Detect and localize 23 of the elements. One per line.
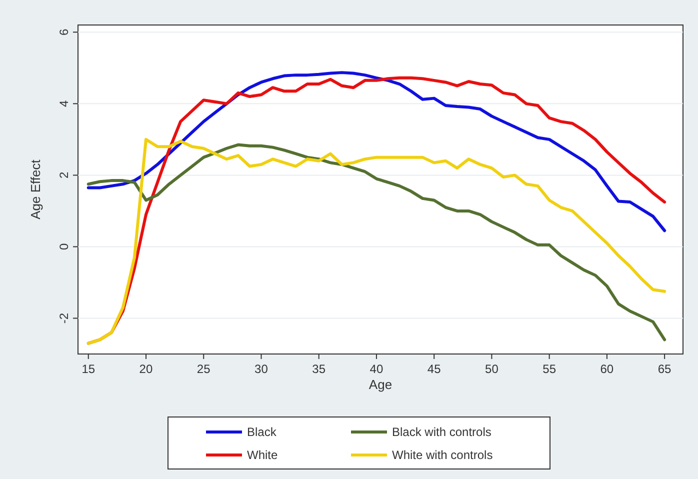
x-axis-title: Age: [368, 377, 392, 392]
legend-label: White with controls: [392, 448, 493, 462]
line-series: [86, 71, 666, 232]
legend-label: Black with controls: [392, 425, 492, 439]
x-tick-label: 30: [254, 362, 268, 376]
y-tick-label: 0: [57, 243, 71, 250]
x-tick-label: 65: [658, 362, 672, 376]
y-tick-label: 6: [57, 28, 71, 36]
x-tick-label: 35: [312, 362, 326, 376]
x-tick-label: 55: [542, 362, 556, 376]
legend-label: Black: [247, 425, 278, 439]
y-tick-label: 4: [57, 100, 71, 108]
y-tick-label: -2: [57, 312, 71, 324]
y-axis-title: Age Effect: [28, 159, 43, 220]
x-tick-label: 60: [600, 362, 614, 376]
x-tick-label: 15: [82, 362, 96, 376]
x-tick-label: 40: [370, 362, 384, 376]
x-tick-label: 25: [196, 362, 211, 376]
x-tick-label: 45: [427, 362, 442, 376]
legend-label: White: [247, 448, 278, 462]
y-tick-label: 2: [57, 172, 71, 179]
x-tick-label: 50: [485, 362, 499, 376]
x-tick-label: 20: [139, 362, 153, 376]
